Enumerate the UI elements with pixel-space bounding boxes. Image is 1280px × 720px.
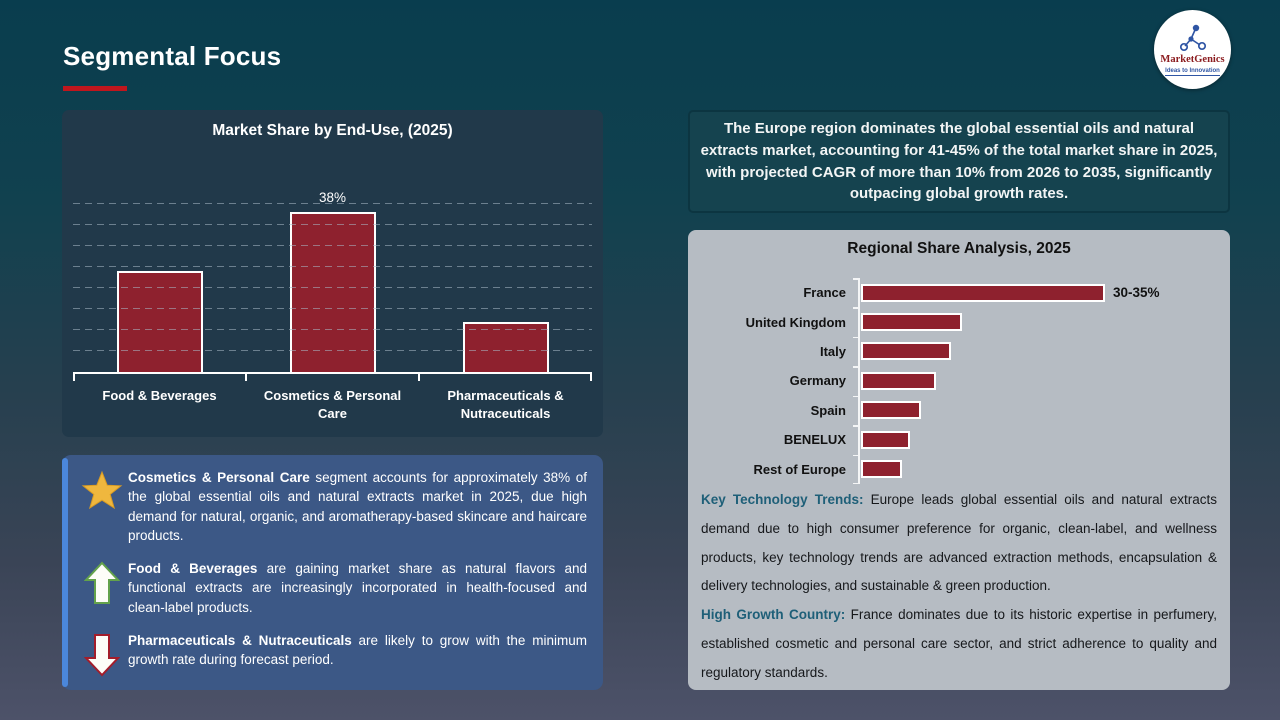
molecule-icon: [1179, 25, 1206, 52]
bar-united-kingdom: [861, 313, 963, 332]
marketgenics-logo: MarketGenics Ideas to Innovation: [1154, 10, 1231, 89]
page-title: Segmental Focus: [63, 41, 282, 71]
gridline: [73, 350, 592, 351]
hbar-row-germany: Germany: [700, 366, 1220, 395]
bar-rest-of-europe: [861, 460, 903, 479]
gridline: [73, 287, 592, 288]
arrow-up-icon: [76, 559, 128, 605]
enduse-bars: 38%: [73, 190, 592, 372]
segment-insights-box: Cosmetics & Personal Care segment accoun…: [62, 455, 603, 690]
star-icon: [76, 468, 128, 512]
bar-slot-pharmaceuticals-nutraceuticals: [419, 204, 592, 372]
y-axis-label: Spain: [810, 402, 846, 418]
insight-text: Cosmetics & Personal Care segment accoun…: [128, 470, 588, 543]
x-axis-label: Food & Beverages: [102, 388, 217, 403]
enduse-chart-panel: Market Share by End-Use, (2025) 38%: [62, 110, 603, 437]
insight-text: Food & Beverages are gaining market shar…: [128, 561, 587, 615]
bar-slot-cosmetics-personal-care: 38%: [246, 190, 419, 372]
logo-tagline: Ideas to Innovation: [1165, 67, 1220, 76]
title-underline: [63, 86, 127, 91]
arrow-down-icon: [76, 631, 128, 677]
bar-slot-food-beverages: [73, 204, 246, 372]
insight-cosmetics: Cosmetics & Personal Care segment accoun…: [76, 468, 587, 545]
gridline: [73, 266, 592, 267]
y-axis-label: BENELUX: [783, 432, 846, 448]
bar-benelux: [861, 430, 910, 449]
bar-value-label: 30-35%: [1113, 284, 1160, 300]
hbar-row-italy: Italy: [700, 337, 1220, 366]
bar-cosmetics-personal-care: [289, 212, 376, 372]
y-axis-label: United Kingdom: [745, 314, 846, 330]
regional-panel: Regional Share Analysis, 2025 France 30-…: [688, 230, 1230, 690]
hbar-row-rest-of-europe: Rest of Europe: [700, 454, 1220, 483]
gridline: [73, 203, 592, 204]
y-axis-line: [853, 278, 860, 484]
y-axis-label: Rest of Europe: [753, 461, 846, 477]
enduse-plot-area: 38%: [73, 190, 592, 372]
bar-italy: [861, 342, 952, 361]
logo-name: MarketGenics: [1160, 54, 1225, 66]
bar-value-label: 38%: [318, 190, 347, 206]
y-axis-label: Germany: [789, 373, 846, 389]
note-high-growth-country: High Growth Country: France dominates du…: [701, 607, 1218, 680]
x-axis-labels: Food & Beverages Cosmetics & Personal Ca…: [73, 387, 592, 423]
gridline: [73, 329, 592, 330]
x-axis-label: Pharmaceuticals & Nutraceuticals: [447, 388, 564, 422]
europe-callout-box: The Europe region dominates the global e…: [688, 110, 1230, 213]
regional-chart: France 30-35% United Kingdom Italy Germa…: [700, 278, 1220, 484]
regional-notes: Key Technology Trends: Europe leads glob…: [701, 486, 1217, 687]
europe-callout-text: The Europe region dominates the global e…: [700, 120, 1218, 203]
bar-germany: [861, 371, 937, 390]
bar-food-beverages: [116, 271, 203, 372]
x-axis-label: Cosmetics & Personal Care: [263, 388, 402, 422]
note-key-technology-trends: Key Technology Trends: Europe leads glob…: [701, 492, 1217, 594]
bar-france: [861, 283, 1105, 302]
y-axis-label: Italy: [819, 343, 846, 359]
hbar-row-united-kingdom: United Kingdom: [700, 307, 1220, 336]
x-axis-line: [73, 372, 592, 381]
gridline: [73, 245, 592, 246]
gridline: [73, 224, 592, 225]
gridline: [73, 308, 592, 309]
hbar-row-france: France 30-35%: [700, 278, 1220, 307]
bar-pharmaceuticals-nutraceuticals: [462, 321, 549, 372]
hbar-row-benelux: BENELUX: [700, 425, 1220, 454]
bar-spain: [861, 401, 922, 420]
y-axis-label: France: [803, 285, 846, 301]
insight-food-beverages: Food & Beverages are gaining market shar…: [76, 559, 587, 617]
insight-text: Pharmaceuticals & Nutraceuticals are lik…: [128, 632, 587, 668]
enduse-chart-title: Market Share by End-Use, (2025): [212, 122, 453, 139]
hbar-row-spain: Spain: [700, 396, 1220, 425]
insight-pharmaceuticals: Pharmaceuticals & Nutraceuticals are lik…: [76, 631, 587, 677]
regional-chart-title: Regional Share Analysis, 2025: [847, 240, 1071, 257]
